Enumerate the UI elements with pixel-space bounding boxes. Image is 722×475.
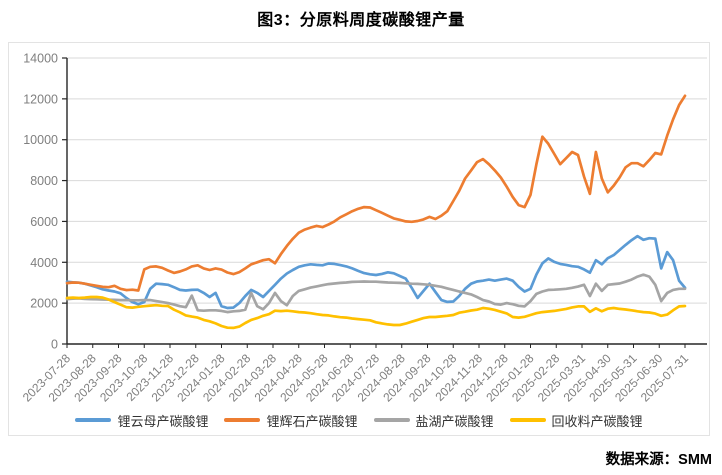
y-axis-label: 4000 <box>30 256 58 270</box>
data-source-note: 数据来源：SMM <box>605 452 712 468</box>
figure-title: 图3：分原料周度碳酸锂产量 <box>257 12 465 29</box>
line-chart: 020004000600080001000012000140002023-07-… <box>20 52 707 405</box>
legend-item: 盐湖产碳酸锂 <box>373 411 494 430</box>
series-line-锂辉石产碳酸锂 <box>65 94 687 292</box>
legend-label: 盐湖产碳酸锂 <box>415 413 494 429</box>
y-axis-label: 6000 <box>30 215 58 229</box>
y-axis-label: 8000 <box>30 174 58 188</box>
legend-line-swatch <box>75 418 112 422</box>
series-line-盐湖产碳酸锂 <box>65 273 687 314</box>
y-axis-label: 12000 <box>23 92 58 106</box>
legend-line-swatch <box>373 418 410 422</box>
legend-label: 锂云母产碳酸锂 <box>117 413 209 429</box>
series-line-回收料产碳酸锂 <box>65 295 687 330</box>
legend-line-swatch <box>224 418 261 422</box>
y-axis-label: 2000 <box>30 297 58 311</box>
y-axis-label: 14000 <box>23 52 58 66</box>
legend-line-swatch <box>509 418 546 422</box>
legend-label: 锂辉石产碳酸锂 <box>266 413 358 429</box>
legend-item: 锂辉石产碳酸锂 <box>224 411 358 430</box>
legend-item: 锂云母产碳酸锂 <box>75 411 208 430</box>
chart-legend: 锂云母产碳酸锂 锂辉石产碳酸锂 盐湖产碳酸锂 回收料产碳酸锂 <box>9 407 709 433</box>
chart-frame: 0 2000 4000 6000 8000 10000 12000 14000 2023-07-… <box>8 42 710 436</box>
legend-label: 回收料产碳酸锂 <box>551 413 643 429</box>
legend-item: 回收料产碳酸锂 <box>509 411 643 430</box>
y-axis-label: 10000 <box>23 133 58 147</box>
series-line-锂云母产碳酸锂 <box>65 234 687 310</box>
y-axis-label: 0 <box>51 338 58 352</box>
